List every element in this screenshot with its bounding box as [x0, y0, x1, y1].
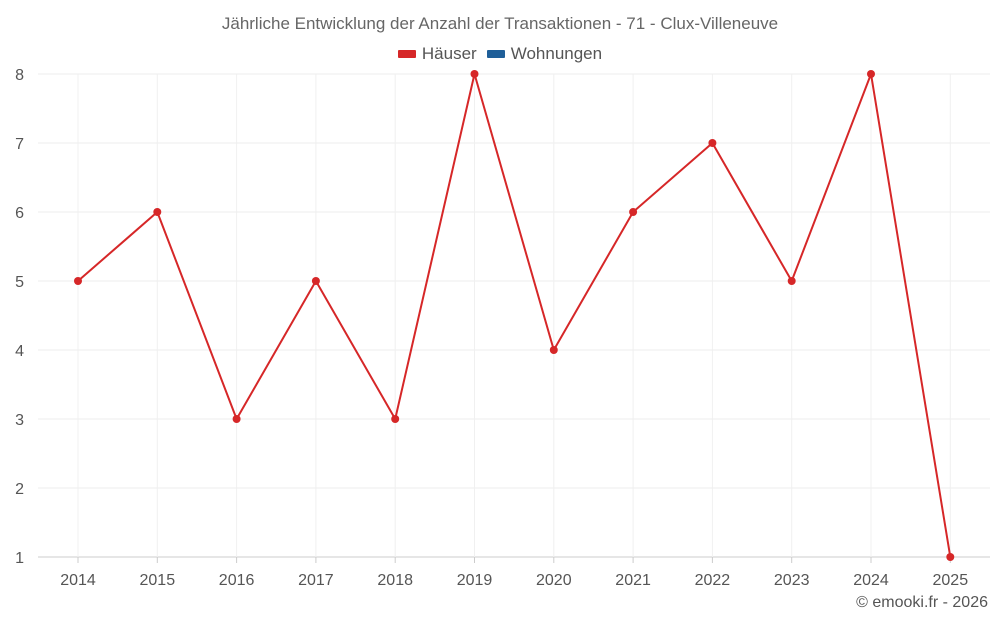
credit-text: © emooki.fr - 2026 — [856, 594, 988, 611]
x-tick-label-2022: 2022 — [695, 572, 731, 589]
x-tick-label-2025: 2025 — [933, 572, 969, 589]
x-tick-label-2023: 2023 — [774, 572, 810, 589]
legend-label-wohnungen: Wohnungen — [510, 44, 603, 63]
data-point-2014 — [74, 277, 82, 285]
x-tick-label-2014: 2014 — [60, 572, 96, 589]
y-tick-label-2: 2 — [15, 481, 24, 498]
data-point-2021 — [629, 208, 638, 216]
data-point-2024 — [867, 70, 875, 78]
y-tick-label-5: 5 — [15, 274, 24, 291]
x-tick-label-2019: 2019 — [457, 572, 493, 589]
legend-item-haeuser[interactable]: Häuser — [397, 44, 477, 64]
chart-title: Jährliche Entwicklung der Anzahl der Tra… — [221, 14, 779, 33]
series-line-0 — [77, 73, 952, 558]
y-tick-label-6: 6 — [15, 205, 24, 222]
x-tick-label-2018: 2018 — [377, 572, 413, 589]
x-tick-label-2015: 2015 — [140, 572, 176, 589]
data-point-2023 — [787, 277, 796, 285]
x-tick-label-2020: 2020 — [536, 572, 572, 589]
data-point-2022 — [708, 139, 717, 147]
data-point-2020 — [549, 346, 558, 354]
x-tick-label-2021: 2021 — [615, 572, 651, 589]
legend-swatch-haeuser — [397, 50, 416, 58]
y-tick-label-8: 8 — [15, 67, 24, 84]
legend-item-wohnungen[interactable]: Wohnungen — [486, 44, 603, 64]
legend-swatch-wohnungen — [486, 50, 505, 58]
y-tick-label-1: 1 — [15, 550, 24, 567]
x-tick-label-2016: 2016 — [219, 572, 255, 589]
data-point-2017 — [311, 277, 320, 285]
data-point-2018 — [391, 415, 400, 423]
data-point-2016 — [232, 415, 241, 423]
y-tick-label-7: 7 — [15, 136, 24, 153]
data-point-2019 — [470, 70, 479, 78]
x-tick-label-2017: 2017 — [298, 572, 334, 589]
data-point-2015 — [153, 208, 162, 216]
y-tick-label-3: 3 — [15, 412, 24, 429]
data-point-2025 — [946, 553, 955, 561]
legend: Häuser Wohnungen — [0, 44, 1000, 64]
x-tick-label-2024: 2024 — [853, 572, 889, 589]
legend-label-haeuser: Häuser — [421, 44, 477, 63]
y-tick-label-4: 4 — [15, 343, 24, 360]
